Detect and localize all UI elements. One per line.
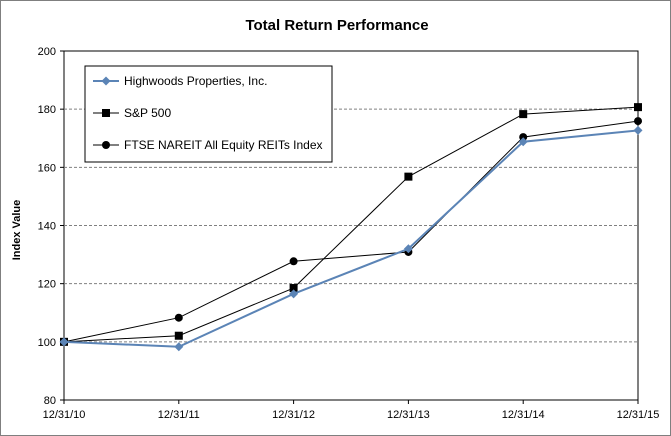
legend-marker xyxy=(102,141,110,149)
legend-marker xyxy=(101,76,111,86)
data-point xyxy=(633,125,643,135)
legend-label: FTSE NAREIT All Equity REITs Index xyxy=(124,138,323,152)
x-tick-label: 12/31/10 xyxy=(43,409,86,421)
y-tick-label: 80 xyxy=(44,395,56,407)
chart-title: Total Return Performance xyxy=(245,17,428,34)
series-0 xyxy=(59,125,643,352)
data-point xyxy=(403,244,413,254)
legend-item: Highwoods Properties, Inc. xyxy=(93,74,267,88)
data-point xyxy=(174,342,184,352)
y-tick-label: 180 xyxy=(38,104,56,116)
x-tick-label: 12/31/11 xyxy=(158,409,200,421)
legend-label: S&P 500 xyxy=(124,106,171,120)
y-tick-label: 160 xyxy=(38,162,56,174)
data-point xyxy=(519,110,528,119)
data-point xyxy=(518,137,528,147)
y-tick-label: 120 xyxy=(38,279,56,291)
data-point xyxy=(289,284,298,293)
y-tick-label: 100 xyxy=(38,337,56,349)
data-point xyxy=(634,103,642,112)
data-point xyxy=(634,117,642,126)
series-line xyxy=(63,129,639,348)
x-tick-label: 12/31/13 xyxy=(387,409,430,421)
data-point xyxy=(174,331,183,340)
legend-item: S&P 500 xyxy=(93,106,171,120)
data-point xyxy=(174,313,183,322)
x-tick-label: 12/31/14 xyxy=(502,409,545,421)
legend-label: Highwoods Properties, Inc. xyxy=(124,74,267,88)
series-line xyxy=(63,120,639,343)
series-line xyxy=(63,106,639,343)
data-point xyxy=(289,257,298,266)
data-point xyxy=(404,172,413,181)
data-point xyxy=(519,133,528,142)
data-point xyxy=(59,337,69,347)
legend-item: FTSE NAREIT All Equity REITs Index xyxy=(93,138,323,152)
y-tick-label: 140 xyxy=(38,221,56,233)
legend-box xyxy=(84,65,333,163)
x-tick-label: 12/31/12 xyxy=(272,409,315,421)
data-point xyxy=(289,289,299,299)
y-axis-label: Index Value xyxy=(11,200,23,261)
y-tick-label: 200 xyxy=(38,46,56,58)
x-tick-label: 12/31/15 xyxy=(617,409,660,421)
legend-marker xyxy=(102,109,110,117)
